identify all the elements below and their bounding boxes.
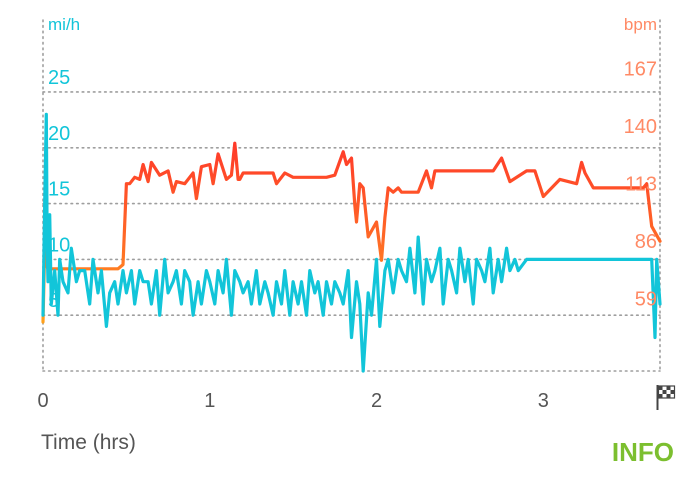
heart-rate-line <box>41 141 662 324</box>
info-button[interactable]: INFO <box>612 437 674 467</box>
x-tick-label: 3 <box>538 390 549 412</box>
left-tick-label: 5 <box>48 290 59 312</box>
checkered-flag-icon <box>656 385 676 410</box>
x-tick-label: 0 <box>37 390 48 412</box>
chart-grid <box>42 19 661 372</box>
x-axis-label: Time (hrs) <box>41 431 136 454</box>
x-axis-ticks: 0 1 2 3 <box>37 390 548 412</box>
x-tick-label: 1 <box>204 390 215 412</box>
right-tick-label: 59 <box>635 289 657 311</box>
right-tick-label: 167 <box>624 59 657 81</box>
right-axis-unit-label: bpm <box>624 15 657 34</box>
left-axis-ticks: 5 10 15 20 25 <box>48 67 70 312</box>
right-tick-label: 86 <box>635 231 657 253</box>
x-tick-label: 2 <box>371 390 382 412</box>
heart-rate-series <box>41 141 662 324</box>
right-tick-label: 113 <box>625 174 657 196</box>
left-tick-label: 20 <box>48 123 70 145</box>
left-tick-label: 10 <box>48 234 70 256</box>
speed-line <box>41 112 662 373</box>
right-axis-ticks: 59 86 113 140 167 <box>624 59 657 311</box>
right-tick-label: 140 <box>624 116 657 138</box>
left-tick-label: 15 <box>48 179 70 201</box>
left-tick-label: 25 <box>48 67 70 89</box>
left-axis-unit-label: mi/h <box>48 15 80 34</box>
speed-series <box>41 112 662 373</box>
